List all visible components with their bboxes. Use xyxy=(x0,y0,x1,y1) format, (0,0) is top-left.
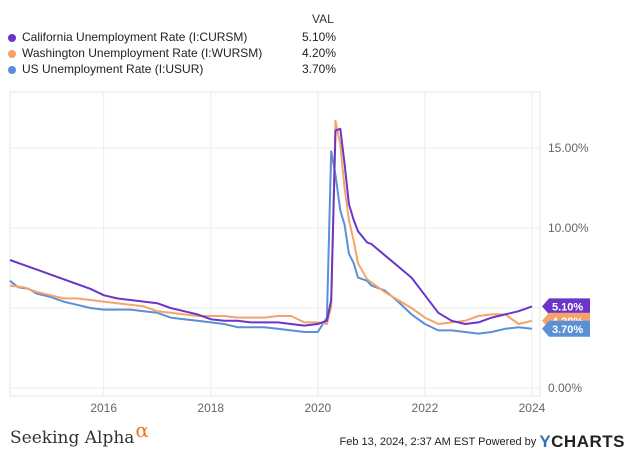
powered-by-label: Powered by xyxy=(478,436,537,448)
legend-item-california[interactable]: California Unemployment Rate (I:CURSM) 5… xyxy=(6,30,336,46)
alpha-symbol: α xyxy=(135,418,149,442)
legend-item-label: US Unemployment Rate (I:USUR) xyxy=(22,62,204,76)
series-line xyxy=(9,119,533,325)
legend-item-label: California Unemployment Rate (I:CURSM) xyxy=(22,30,248,44)
legend-item-us[interactable]: US Unemployment Rate (I:USUR) 3.70% xyxy=(6,62,336,78)
end-value-label: 3.70% xyxy=(552,324,583,336)
legend-dot-icon xyxy=(8,50,16,58)
legend-item-value: 5.10% xyxy=(301,30,336,44)
series-line xyxy=(9,150,533,335)
y-tick-label: 0.00% xyxy=(548,381,582,395)
legend-value-header: VAL xyxy=(312,12,334,26)
brand-name: Seeking Alpha xyxy=(10,428,135,448)
plot-area xyxy=(9,91,541,397)
legend-dot-icon xyxy=(8,66,16,74)
legend-item-washington[interactable]: Washington Unemployment Rate (I:WURSM) 4… xyxy=(6,46,336,62)
end-value-tag-bg xyxy=(542,298,590,315)
legend-dot-icon xyxy=(8,34,16,42)
ycharts-logo-text: CHARTS xyxy=(551,432,625,451)
x-tick-label: 2020 xyxy=(304,401,331,415)
y-tick-label: 15.00% xyxy=(548,141,589,155)
series-line xyxy=(9,127,533,327)
legend-item-value: 3.70% xyxy=(301,62,336,76)
end-value-tag-bg xyxy=(542,320,590,337)
x-tick-label: 2016 xyxy=(90,401,117,415)
ycharts-logo: YCHARTS xyxy=(539,432,625,451)
legend-item-value: 4.20% xyxy=(301,46,336,60)
ycharts-logo-y: Y xyxy=(539,432,552,451)
legend-item-label: Washington Unemployment Rate (I:WURSM) xyxy=(22,46,263,60)
x-tick-label: 2024 xyxy=(519,401,546,415)
timestamp: Feb 13, 2024, 2:37 AM EST xyxy=(339,436,476,448)
seeking-alpha-logo: Seeking Alphaα xyxy=(10,418,149,448)
end-value-tag: 5.10% xyxy=(542,298,590,315)
end-value-label: 5.10% xyxy=(552,301,583,313)
y-tick-label: 10.00% xyxy=(548,221,589,235)
x-tick-label: 2022 xyxy=(412,401,439,415)
chart-footer: Feb 13, 2024, 2:37 AM EST Powered by YCH… xyxy=(340,432,625,452)
x-tick-label: 2018 xyxy=(197,401,224,415)
end-value-tag: 3.70% xyxy=(542,320,590,337)
